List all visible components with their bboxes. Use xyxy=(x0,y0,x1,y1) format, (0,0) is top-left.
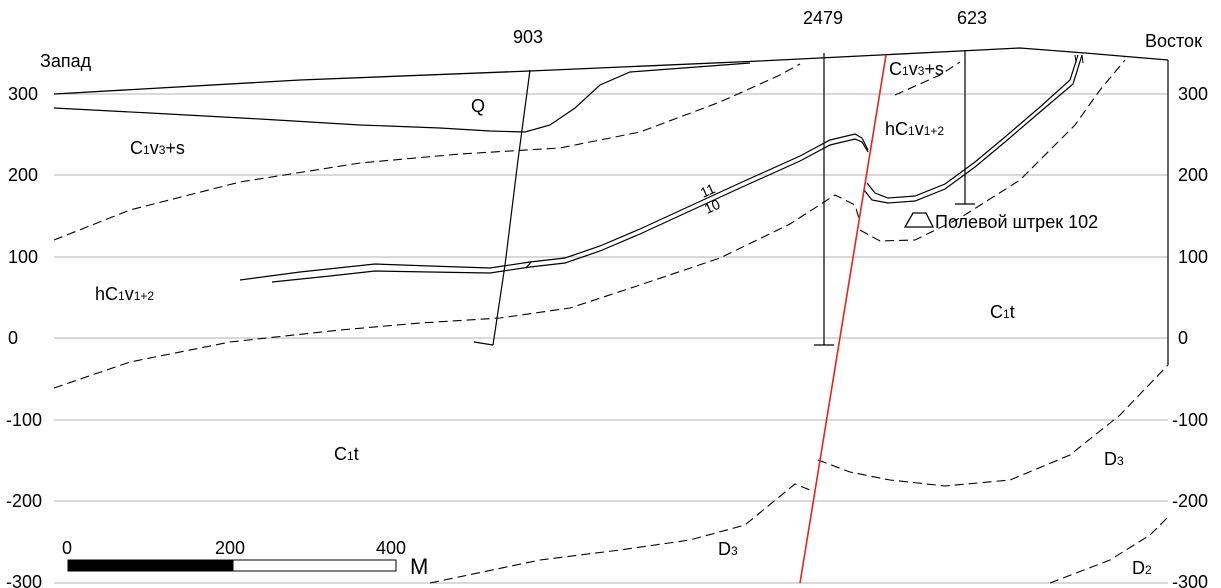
quaternary-base-line xyxy=(53,62,751,133)
left-tick: 100 xyxy=(8,247,38,267)
unit-label-c1v3s-east: C1v3+s xyxy=(889,59,944,79)
elevation-grid xyxy=(54,93,1168,584)
unit-label-d2: D2 xyxy=(1132,558,1152,578)
borehole-number: 2479 xyxy=(803,8,843,28)
unit-label-hc1v12-east: hC1v1+2 xyxy=(885,119,944,139)
right-tick: -100 xyxy=(1172,410,1208,430)
right-tick: 100 xyxy=(1178,247,1208,267)
borehole-2479 xyxy=(814,53,834,346)
unit-label-d3-bottom: D3 xyxy=(718,539,738,559)
unit-label-c1t-west: C1t xyxy=(334,444,359,464)
ground-surface-line xyxy=(53,47,1169,95)
east-label: Восток xyxy=(1145,31,1202,51)
unit-label-c1t-east: C1t xyxy=(990,302,1015,322)
seam-label-10: 10 xyxy=(702,196,723,217)
left-tick: -200 xyxy=(6,491,42,511)
unit-label-d3-east: D3 xyxy=(1104,449,1124,469)
left-elevation-axis: 300 200 100 0 -100 -200 -300 xyxy=(6,84,42,588)
scale-tick-label: 0 xyxy=(62,538,72,558)
scale-unit-label: М xyxy=(410,554,428,579)
scale-tick-label: 400 xyxy=(376,538,406,558)
left-tick: -100 xyxy=(6,410,42,430)
left-tick: -300 xyxy=(6,572,42,588)
left-tick: 200 xyxy=(8,165,38,185)
west-label: Запад xyxy=(40,51,92,71)
seam-label-11: 11 xyxy=(698,180,718,201)
right-tick: 300 xyxy=(1178,84,1208,104)
coal-seams xyxy=(239,54,1084,283)
left-tick: 0 xyxy=(8,328,18,348)
borehole-903 xyxy=(473,69,531,346)
left-tick: 300 xyxy=(8,84,38,104)
right-tick: 0 xyxy=(1178,328,1188,348)
right-tick: -200 xyxy=(1172,491,1208,511)
unit-label-c1v3s-west: C1v3+s xyxy=(130,138,185,158)
stratigraphic-boundaries xyxy=(53,59,1169,584)
scale-tick-label: 200 xyxy=(215,538,245,558)
drift-label: Полевой штрек 102 xyxy=(935,212,1098,232)
unit-label-q: Q xyxy=(471,96,485,116)
right-elevation-axis: 300 200 100 0 -100 -200 -300 xyxy=(1172,84,1208,588)
drift-icon xyxy=(903,212,935,228)
fault-line xyxy=(799,54,887,584)
right-tick: -300 xyxy=(1172,572,1208,588)
borehole-number: 903 xyxy=(513,27,543,47)
scale-bar xyxy=(67,559,397,572)
borehole-623 xyxy=(955,50,975,205)
borehole-number: 623 xyxy=(957,8,987,28)
unit-label-hc1v12-west: hC1v1+2 xyxy=(95,284,154,304)
right-tick: 200 xyxy=(1178,165,1208,185)
